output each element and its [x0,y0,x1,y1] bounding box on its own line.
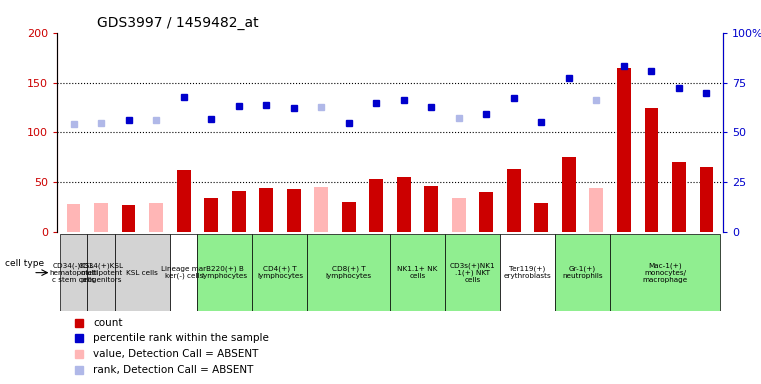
Bar [610,234,720,311]
Bar [555,234,610,311]
Bar [617,68,631,232]
Text: CD34(-)KSL
hematopoieti
c stem cells: CD34(-)KSL hematopoieti c stem cells [49,262,97,283]
Bar [534,204,548,232]
Text: Ter119(+)
erythroblasts: Ter119(+) erythroblasts [504,266,552,280]
Bar [88,234,115,311]
Text: CD3s(+)NK1
.1(+) NKT
cells: CD3s(+)NK1 .1(+) NKT cells [450,262,495,283]
Bar [500,234,555,311]
Bar [94,204,108,232]
Bar [369,179,383,232]
Bar [452,199,466,232]
Bar [60,234,88,311]
Text: count: count [93,318,123,328]
Bar [507,169,521,232]
Bar [445,234,500,311]
Text: KSL cells: KSL cells [126,270,158,276]
Bar [204,199,218,232]
Bar [253,234,307,311]
Text: CD4(+) T
lymphocytes: CD4(+) T lymphocytes [257,266,303,280]
Text: CD8(+) T
lymphocytes: CD8(+) T lymphocytes [326,266,372,280]
Text: value, Detection Call = ABSENT: value, Detection Call = ABSENT [93,349,259,359]
Bar [307,234,390,311]
Bar [177,170,190,232]
Text: rank, Detection Call = ABSENT: rank, Detection Call = ABSENT [93,365,253,375]
Bar [115,234,170,311]
Bar [197,234,253,311]
Bar [562,157,576,232]
Bar [149,204,163,232]
Bar [397,177,411,232]
Text: percentile rank within the sample: percentile rank within the sample [93,333,269,343]
Text: Gr-1(+)
neutrophils: Gr-1(+) neutrophils [562,266,603,280]
Bar [287,189,301,232]
Bar [260,189,273,232]
Bar [67,204,81,232]
Text: Lineage mar
ker(-) cells: Lineage mar ker(-) cells [161,266,206,280]
Bar [232,191,246,232]
Text: GDS3997 / 1459482_at: GDS3997 / 1459482_at [97,16,259,30]
Bar [170,234,197,311]
Bar [390,234,445,311]
Bar [590,189,603,232]
Bar [672,162,686,232]
Bar [342,202,355,232]
Bar [122,205,135,232]
Bar [314,187,328,232]
Text: B220(+) B
lymphocytes: B220(+) B lymphocytes [202,266,248,280]
Text: CD34(+)KSL
multipotent
progenitors: CD34(+)KSL multipotent progenitors [78,262,123,283]
Bar [645,108,658,232]
Bar [479,192,493,232]
Bar [699,167,713,232]
Text: NK1.1+ NK
cells: NK1.1+ NK cells [397,266,438,279]
Text: Mac-1(+)
monocytes/
macrophage: Mac-1(+) monocytes/ macrophage [642,262,688,283]
Bar [425,186,438,232]
Text: cell type: cell type [5,259,43,268]
